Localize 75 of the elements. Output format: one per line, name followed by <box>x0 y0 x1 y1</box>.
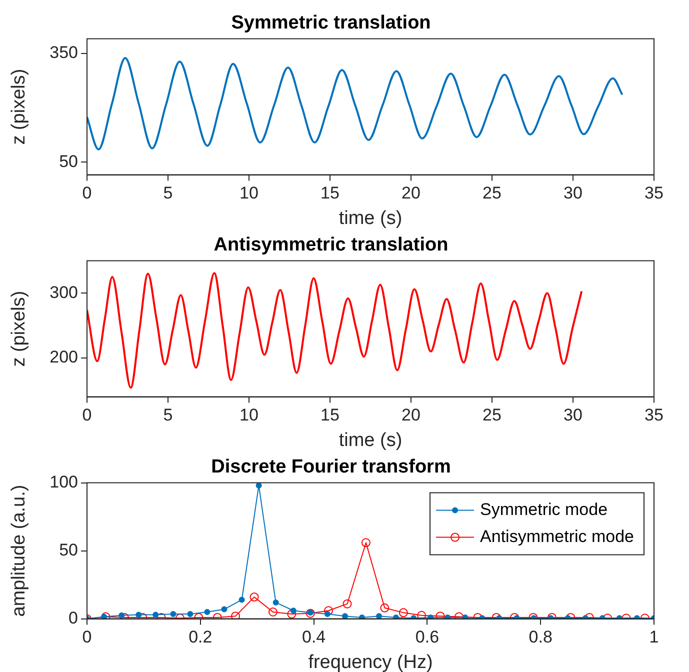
y-axis-title: z (pixels) <box>8 68 30 145</box>
x-tick-label: 5 <box>163 406 173 425</box>
point <box>393 614 400 619</box>
x-tick-label: 0 <box>82 628 92 647</box>
point <box>324 611 330 618</box>
point <box>256 482 262 489</box>
x-tick-label: 15 <box>320 184 340 203</box>
point <box>268 608 278 616</box>
point <box>231 612 240 619</box>
point <box>170 611 176 618</box>
x-tick-label: 0.2 <box>188 628 212 647</box>
x-axis-title: time (s) <box>338 208 402 229</box>
y-axis-title: amplitude (a.u.) <box>8 484 30 617</box>
point <box>272 599 279 606</box>
x-tick-label: 15 <box>320 406 340 425</box>
point <box>238 596 245 603</box>
line-series <box>87 57 624 150</box>
legend-label: Symmetric mode <box>480 500 608 519</box>
y-axis-title: z (pixels) <box>8 290 30 367</box>
x-tick-label: 0.8 <box>528 628 552 647</box>
point <box>287 610 296 619</box>
chart-title: Symmetric translation <box>231 12 431 34</box>
point <box>428 614 434 619</box>
x-tick-label: 10 <box>240 406 258 425</box>
y-tick-label: 50 <box>59 540 78 560</box>
x-tick-label: 25 <box>482 406 502 425</box>
x-tick-label: 35 <box>644 406 664 425</box>
chart-title: Discrete Fourier transform <box>211 456 451 478</box>
x-tick-label: 10 <box>240 184 258 203</box>
point <box>454 612 464 619</box>
point <box>358 614 365 619</box>
x-tick-label: 1 <box>649 628 659 647</box>
point <box>376 613 382 619</box>
x-tick-label: 5 <box>163 184 173 203</box>
y-tick-label: 200 <box>50 348 78 367</box>
point <box>361 538 370 548</box>
y-tick-label: 100 <box>50 472 78 492</box>
point <box>136 612 142 618</box>
point <box>101 614 108 619</box>
y-tick-label: 300 <box>50 282 78 302</box>
point <box>342 599 352 608</box>
point <box>101 612 110 619</box>
x-tick-label: 25 <box>482 184 502 203</box>
point <box>250 592 259 602</box>
y-tick-label: 0 <box>68 608 78 628</box>
x-axis-title: frequency (Hz) <box>308 652 433 672</box>
point <box>342 613 348 619</box>
x-tick-label: 0.6 <box>415 628 440 647</box>
point <box>436 612 445 619</box>
x-tick-label: 20 <box>402 184 420 203</box>
x-tick-label: 0 <box>82 406 92 425</box>
y-tick-label: 50 <box>59 152 78 171</box>
x-tick-label: 0.4 <box>302 628 326 647</box>
x-tick-label: 20 <box>402 406 420 425</box>
x-axis-title: time (s) <box>338 430 402 451</box>
point <box>462 614 468 619</box>
point <box>221 606 228 612</box>
point <box>324 606 334 616</box>
point <box>187 611 194 618</box>
point <box>152 612 159 618</box>
legend-label: Antisymmetric mode <box>480 526 634 546</box>
line-series <box>87 272 583 389</box>
x-tick-label: 30 <box>564 406 582 425</box>
x-tick-label: 35 <box>644 184 664 203</box>
x-tick-label: 0 <box>82 184 92 203</box>
point <box>417 610 426 619</box>
point <box>290 608 296 614</box>
point <box>118 612 125 618</box>
point <box>380 603 390 612</box>
y-tick-label: 350 <box>50 42 78 62</box>
point <box>204 609 210 615</box>
point <box>444 614 451 619</box>
x-tick-label: 30 <box>564 184 582 203</box>
chart-title: Antisymmetric translation <box>214 234 448 256</box>
point <box>398 608 408 618</box>
